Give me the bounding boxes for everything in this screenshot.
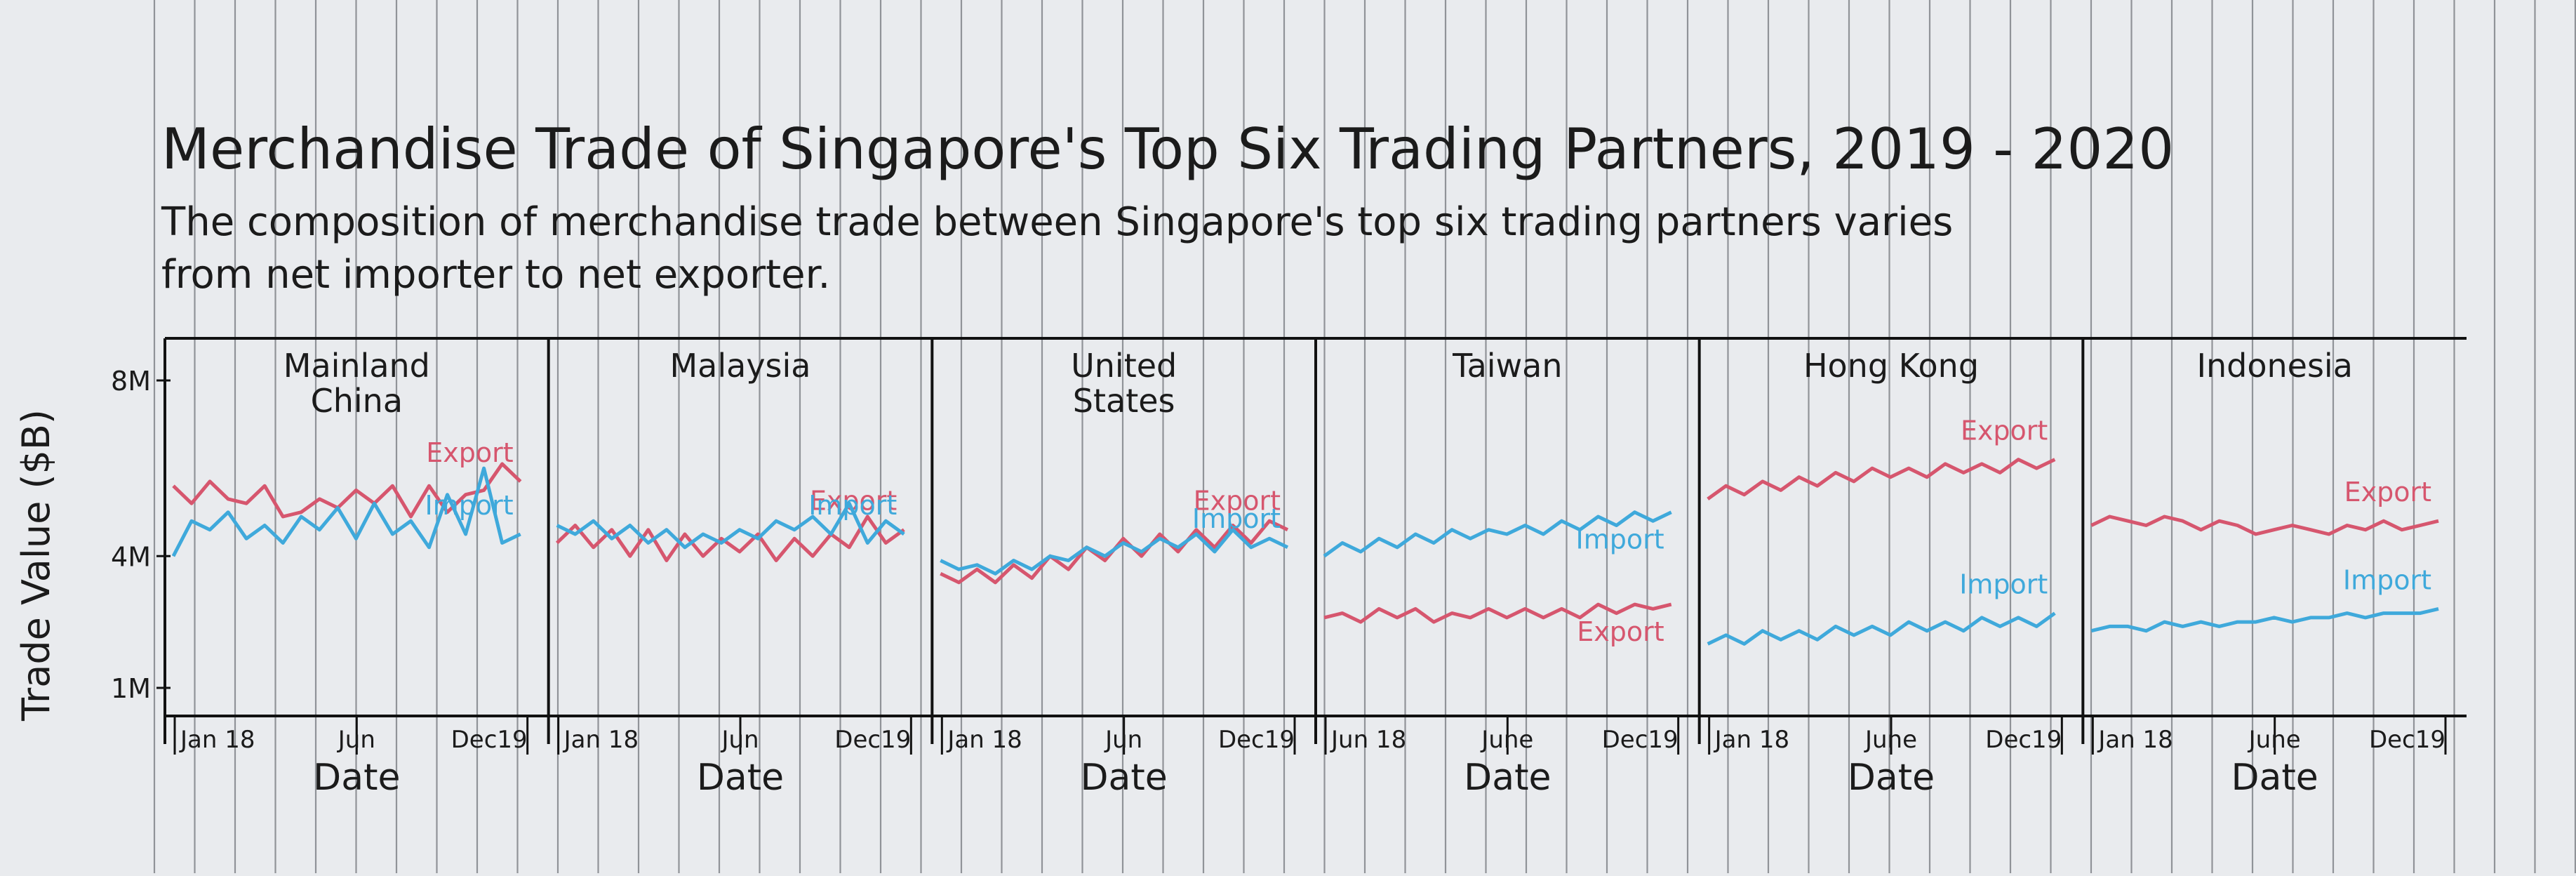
x-tick-label: Jun 18 [1330, 726, 1406, 754]
series-line-export [1707, 458, 2056, 500]
series-label-import: Import [1192, 503, 1281, 534]
chart-title: Merchandise Trade of Singapore's Top Six… [161, 117, 2174, 182]
panel-title: States [1073, 382, 1175, 420]
series-label-import: Import [425, 490, 514, 521]
y-axis-label: Trade Value ($B) [14, 409, 58, 722]
panel-taiwan: Taiwan Export Import Jun 18 June Dec19 Date [1314, 338, 1680, 799]
x-tick-label: Jan 18 [2097, 726, 2173, 754]
x-tick-label: Dec19 [2369, 726, 2445, 754]
series-label-export: Export [1961, 416, 2048, 446]
x-tick-label: June [2248, 726, 2301, 754]
x-tick-label: June [1864, 726, 1917, 754]
x-axis-label: Date [313, 757, 400, 799]
series-line-import [2090, 606, 2439, 633]
series-line-import [940, 528, 1289, 576]
panel-title: Mainland [283, 347, 430, 385]
y-tick-label: 8M [111, 366, 151, 397]
x-axis-label: Date [697, 757, 784, 799]
x-tick-label: Jun [337, 726, 375, 754]
series-line-export [2090, 515, 2439, 536]
axes: 8M 4M 1M [111, 337, 2467, 744]
panel-title: Indonesia [2196, 347, 2352, 385]
series-label-import: Import [1576, 524, 1664, 555]
x-tick-label: Dec19 [834, 726, 911, 754]
series-label-import: Import [2343, 564, 2431, 595]
x-axis-label: Date [1081, 757, 1168, 799]
x-axis-label: Date [2231, 757, 2318, 799]
series-label-export: Export [2344, 477, 2431, 507]
panel-title: China [311, 382, 403, 420]
y-tick-label: 1M [111, 673, 151, 704]
x-tick-label: Jan 18 [563, 726, 639, 754]
panel-title: Hong Kong [1803, 347, 1979, 385]
panel-title: Malaysia [669, 347, 810, 385]
x-tick-label: Jan 18 [1714, 726, 1789, 754]
x-tick-label: Dec19 [1218, 726, 1295, 754]
series-line-export [555, 515, 905, 562]
chart-subtitle-line-2: from net importer to net exporter. [161, 252, 830, 298]
panel-title: United [1071, 347, 1177, 385]
x-axis-label: Date [1464, 757, 1551, 799]
series-line-export [1323, 602, 1672, 624]
x-tick-label: June [1480, 726, 1533, 754]
panel-title: Taiwan [1452, 347, 1562, 385]
x-tick-label: Dec19 [1985, 726, 2062, 754]
series-label-import: Import [1959, 569, 2048, 600]
x-tick-label: Jun [1104, 726, 1142, 754]
series-line-import [556, 501, 905, 550]
x-tick-label: Jan 18 [179, 726, 255, 754]
chart-subtitle-line-1: The composition of merchandise trade bet… [161, 199, 1953, 245]
x-tick-label: Dec19 [1602, 726, 1679, 754]
series-line-import [1707, 611, 2056, 646]
series-label-export: Export [426, 437, 513, 468]
ruled-paper [153, 0, 2576, 873]
series-line-export [172, 462, 522, 519]
panel-indonesia: Indonesia Export Import Jan 18 June Dec19 Date [2081, 338, 2447, 799]
x-tick-label: Dec19 [451, 726, 528, 754]
x-tick-label: Jun [720, 726, 759, 754]
series-line-import [1323, 510, 1672, 558]
series-label-export: Export [1577, 616, 1664, 647]
x-tick-label: Jan 18 [946, 726, 1022, 754]
series-label-export: Export [1194, 486, 1281, 517]
x-axis-label: Date [1848, 757, 1935, 799]
y-tick-label: 4M [111, 541, 151, 572]
series-label-import: Import [808, 490, 897, 521]
panel-hong-kong: Hong Kong Export Import Jan 18 June Dec19 Date [1697, 338, 2063, 799]
series-line-import [171, 466, 521, 557]
